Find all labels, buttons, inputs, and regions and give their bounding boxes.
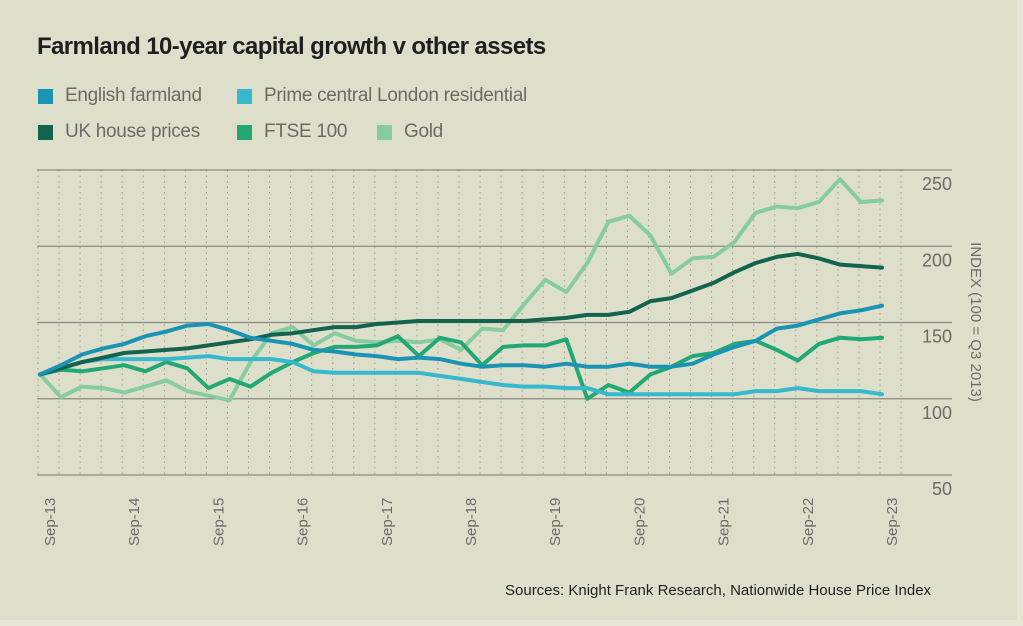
x-tick-label: Sep-19: [547, 498, 564, 546]
legend-item-ftse-100: FTSE 100: [237, 121, 347, 143]
y-tick-label: 50: [932, 479, 952, 499]
legend-swatch-english-farmland: [38, 88, 53, 104]
legend-label: UK house prices: [65, 121, 200, 142]
series-line-gold: [38, 177, 884, 403]
vertical-gridlines: [37, 170, 902, 475]
y-axis-label: INDEX (100 = Q3 2013): [967, 242, 984, 402]
legend-item-prime-london: Prime central London residential: [237, 85, 527, 107]
x-tick-label: Sep-20: [631, 498, 648, 546]
x-tick-label: Sep-15: [210, 498, 227, 546]
series-line-uk-house-prices: [38, 251, 884, 377]
x-axis-ticks: Sep-13 Sep-14 Sep-15 Sep-16 Sep-17 Sep-18 Sep-…: [42, 498, 901, 546]
legend-item-gold: Gold: [377, 121, 443, 143]
x-tick-label: Sep-23: [884, 498, 901, 546]
y-tick-label: 200: [922, 250, 952, 270]
y-tick-label: 100: [922, 403, 952, 423]
legend-swatch-uk-house-prices: [38, 124, 53, 140]
x-tick-label: Sep-14: [126, 498, 143, 546]
legend-item-english-farmland: English farmland: [38, 85, 202, 107]
y-tick-label: 150: [922, 327, 952, 347]
series-lines: [38, 177, 884, 403]
x-tick-label: Sep-18: [463, 498, 480, 546]
legend-label: Gold: [404, 121, 443, 142]
x-tick-label: Sep-16: [295, 498, 312, 546]
x-tick-label: Sep-17: [379, 498, 396, 546]
x-tick-label: Sep-21: [716, 498, 733, 546]
legend-label: Prime central London residential: [264, 85, 527, 106]
x-tick-label: Sep-22: [800, 498, 817, 546]
y-tick-label: 250: [922, 174, 952, 194]
legend-label: English farmland: [65, 85, 202, 106]
legend-swatch-prime-london: [237, 88, 252, 104]
legend-swatch-ftse-100: [237, 124, 252, 140]
chart-title: Farmland 10-year capital growth v other …: [37, 33, 546, 60]
legend-label: FTSE 100: [264, 121, 348, 142]
legend-item-uk-house-prices: UK house prices: [38, 121, 200, 143]
series-line-english-farmland: [38, 303, 884, 377]
series-line-prime-central-london-residential: [38, 354, 884, 397]
source-note: Sources: Knight Frank Research, Nationwi…: [505, 582, 932, 599]
y-axis-ticks: 250 200 150 100 50: [922, 174, 952, 499]
legend-swatch-gold: [377, 124, 392, 140]
x-tick-label: Sep-13: [42, 498, 59, 546]
